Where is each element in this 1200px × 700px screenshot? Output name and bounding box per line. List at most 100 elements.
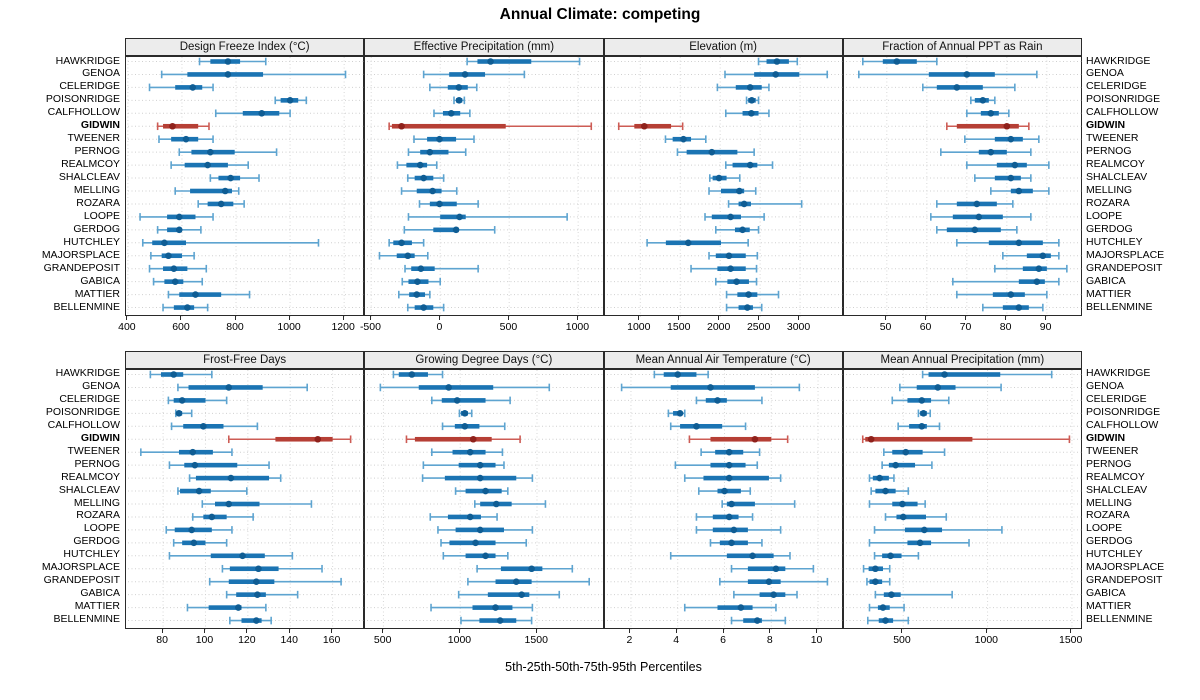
median-dot (165, 252, 172, 260)
station-label-left-realmcoy: REALMCOY (61, 158, 120, 171)
axis-tick-label: 1000 (447, 633, 472, 646)
axis-tick (458, 628, 460, 633)
station-label-right-pernog: PERNOG (1086, 145, 1132, 158)
station-label-left-grandeposit: GRANDEPOSIT (43, 261, 120, 274)
median-dot (1015, 187, 1022, 195)
series-rozara (884, 512, 947, 521)
station-label-left-gerdog: GERDOG (73, 535, 120, 548)
iqr-bar-25-75 (716, 604, 753, 610)
series-pernog (881, 460, 933, 469)
station-label-left-gidwin: GIDWIN (80, 431, 120, 444)
panel-strip-design-freeze-index-c: Design Freeze Index (°C) (125, 38, 365, 56)
station-label-right-rozara: ROZARA (1086, 509, 1130, 522)
series-melling (989, 187, 1050, 195)
station-label-left-hawkridge: HAWKRIDGE (55, 367, 120, 379)
series-hawkridge (198, 57, 267, 66)
axis-tick (331, 628, 333, 633)
iqr-bar-25-75 (418, 384, 494, 390)
station-label-left-gabica: GABICA (80, 274, 120, 287)
series-rozara (935, 200, 1014, 208)
axis-tick-label: 90 (1039, 321, 1052, 333)
median-dot (472, 539, 480, 546)
median-dot (184, 304, 191, 311)
series-hawkridge (149, 370, 213, 378)
axis-tick-label: 1000 (565, 321, 590, 333)
median-dot (744, 291, 752, 298)
panel-strip-growing-degree-days-c: Growing Degree Days (°C) (364, 350, 604, 369)
median-dot (973, 200, 980, 208)
median-dot (429, 187, 437, 195)
station-label-left-realmcoy: REALMCOY (61, 470, 120, 483)
series-shalcleav (209, 174, 260, 182)
axis-tick-label: 1000 (974, 633, 998, 646)
panel-strip-fraction-of-annual-ppt-as-rain: Fraction of Annual PPT as Rain (842, 38, 1082, 56)
station-label-left-gidwin: GIDWIN (80, 119, 120, 132)
series-hawkridge (653, 370, 709, 378)
panel-frost-free-days (125, 368, 365, 630)
median-dot (492, 603, 500, 611)
axis-tick-label: 50 (879, 321, 892, 333)
series-bellenmine (229, 616, 272, 624)
series-calfhollow (897, 422, 941, 430)
median-dot (253, 577, 260, 585)
median-dot (640, 122, 648, 130)
axis-tick-label: 1500 (667, 321, 691, 333)
median-dot (765, 577, 772, 585)
median-dot (161, 239, 168, 247)
median-dot (175, 213, 183, 221)
iqr-bar-25-75 (208, 604, 242, 610)
iqr-bar-25-75 (416, 188, 442, 194)
series-genoa (379, 383, 551, 391)
median-dot (987, 148, 994, 156)
series-tweener (664, 135, 707, 143)
station-label-left-gabica: GABICA (80, 587, 120, 600)
panel-mean-annual-air-temperature-c (603, 368, 843, 630)
axis-tick-label: 1500 (1059, 633, 1083, 646)
median-dot (461, 422, 469, 430)
series-hutchley (645, 239, 749, 247)
median-dot (934, 383, 941, 391)
station-label-right-grandeposit: GRANDEPOSIT (1086, 574, 1163, 587)
median-dot (254, 590, 261, 598)
panel-elevation-m (603, 56, 843, 317)
station-label-right-bellenmine: BELLENMINE (1086, 613, 1153, 626)
station-label-right-hutchley: HUTCHLEY (1086, 235, 1143, 248)
station-label-left-gerdog: GERDOG (73, 222, 120, 235)
median-dot (727, 539, 735, 546)
iqr-bar-25-75 (928, 371, 1000, 377)
median-dot (445, 383, 453, 391)
median-dot (528, 564, 536, 572)
series-loope (703, 213, 765, 221)
axis-tick (507, 316, 509, 320)
iqr-bar-25-75 (392, 123, 506, 129)
median-dot (918, 422, 925, 430)
axis-tick (722, 628, 724, 633)
series-gidwin (945, 122, 1030, 131)
series-grandeposit (993, 264, 1068, 273)
axis-tick-label: 80 (999, 321, 1012, 333)
median-dot (953, 84, 960, 91)
series-gidwin (227, 434, 352, 443)
series-mattier (725, 290, 779, 299)
series-celeridge (429, 83, 478, 92)
median-dot (879, 603, 887, 611)
series-gabica (714, 277, 757, 286)
series-gabica (458, 590, 561, 598)
series-genoa (160, 70, 347, 79)
median-dot (753, 616, 761, 624)
series-mattier (683, 603, 777, 611)
station-label-left-grandeposit: GRANDEPOSIT (43, 574, 120, 587)
axis-tick (342, 316, 344, 320)
station-label-right-gerdog: GERDOG (1086, 535, 1133, 548)
axis-tick (1045, 316, 1047, 320)
series-grandeposit (689, 264, 757, 273)
series-bellenmine (162, 303, 209, 312)
median-dot (941, 370, 948, 378)
series-gabica (732, 590, 798, 598)
series-pernog (939, 148, 1032, 156)
series-shalcleav (708, 174, 741, 182)
iqr-bar-25-75 (742, 617, 762, 623)
station-label-left-calfhollow: CALFHOLLOW (47, 418, 120, 431)
series-poisonridge (174, 409, 193, 417)
series-genoa (898, 383, 1002, 391)
